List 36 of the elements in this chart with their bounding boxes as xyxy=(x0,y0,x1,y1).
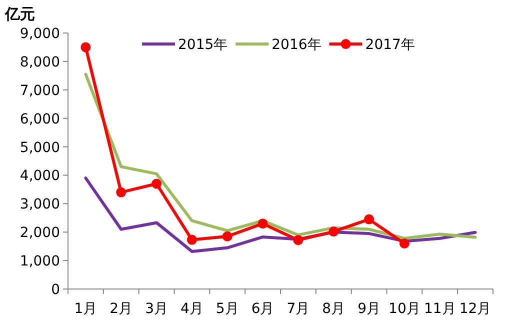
y-tick-label: 1,000 xyxy=(20,254,60,270)
y-tick-label: 3,000 xyxy=(20,196,60,213)
point xyxy=(328,226,339,237)
x-tick-label: 9月 xyxy=(358,301,381,317)
y-tick-label: 7,000 xyxy=(20,82,60,99)
y-tick-label: 8,000 xyxy=(20,54,60,70)
x-tick-label: 5月 xyxy=(216,301,239,317)
x-tick-label: 10月 xyxy=(388,301,420,317)
x-tick-label: 1月 xyxy=(74,301,98,317)
y-tick-label: 6,000 xyxy=(20,111,60,128)
y-axis-title: 亿元 xyxy=(4,5,35,23)
point xyxy=(116,187,126,198)
legend-label: 2015年 xyxy=(178,37,228,53)
y-tick-label: 0 xyxy=(51,282,60,298)
point xyxy=(152,178,162,189)
point xyxy=(364,214,374,224)
y-tick-label: 2,000 xyxy=(20,225,60,242)
point xyxy=(80,42,91,52)
x-tick-label: 11月 xyxy=(424,301,456,317)
point xyxy=(186,234,197,245)
point xyxy=(293,235,304,246)
legend-label: 2017年 xyxy=(365,37,415,53)
point xyxy=(222,231,232,242)
point xyxy=(258,218,268,229)
x-tick-label: 4月 xyxy=(180,301,204,317)
y-tick-label: 9,000 xyxy=(20,26,60,42)
x-tick-label: 2月 xyxy=(110,301,133,317)
y-tick-label: 4,000 xyxy=(20,168,60,184)
x-tick-label: 12月 xyxy=(459,301,492,317)
x-tick-label: 7月 xyxy=(286,301,310,317)
y-tick-label: 5,000 xyxy=(20,140,60,156)
x-tick-label: 8月 xyxy=(322,301,346,317)
legend-label: 2016年 xyxy=(272,37,322,53)
x-tick-label: 3月 xyxy=(145,301,168,317)
point xyxy=(399,238,410,248)
x-tick-label: 6月 xyxy=(251,301,274,317)
